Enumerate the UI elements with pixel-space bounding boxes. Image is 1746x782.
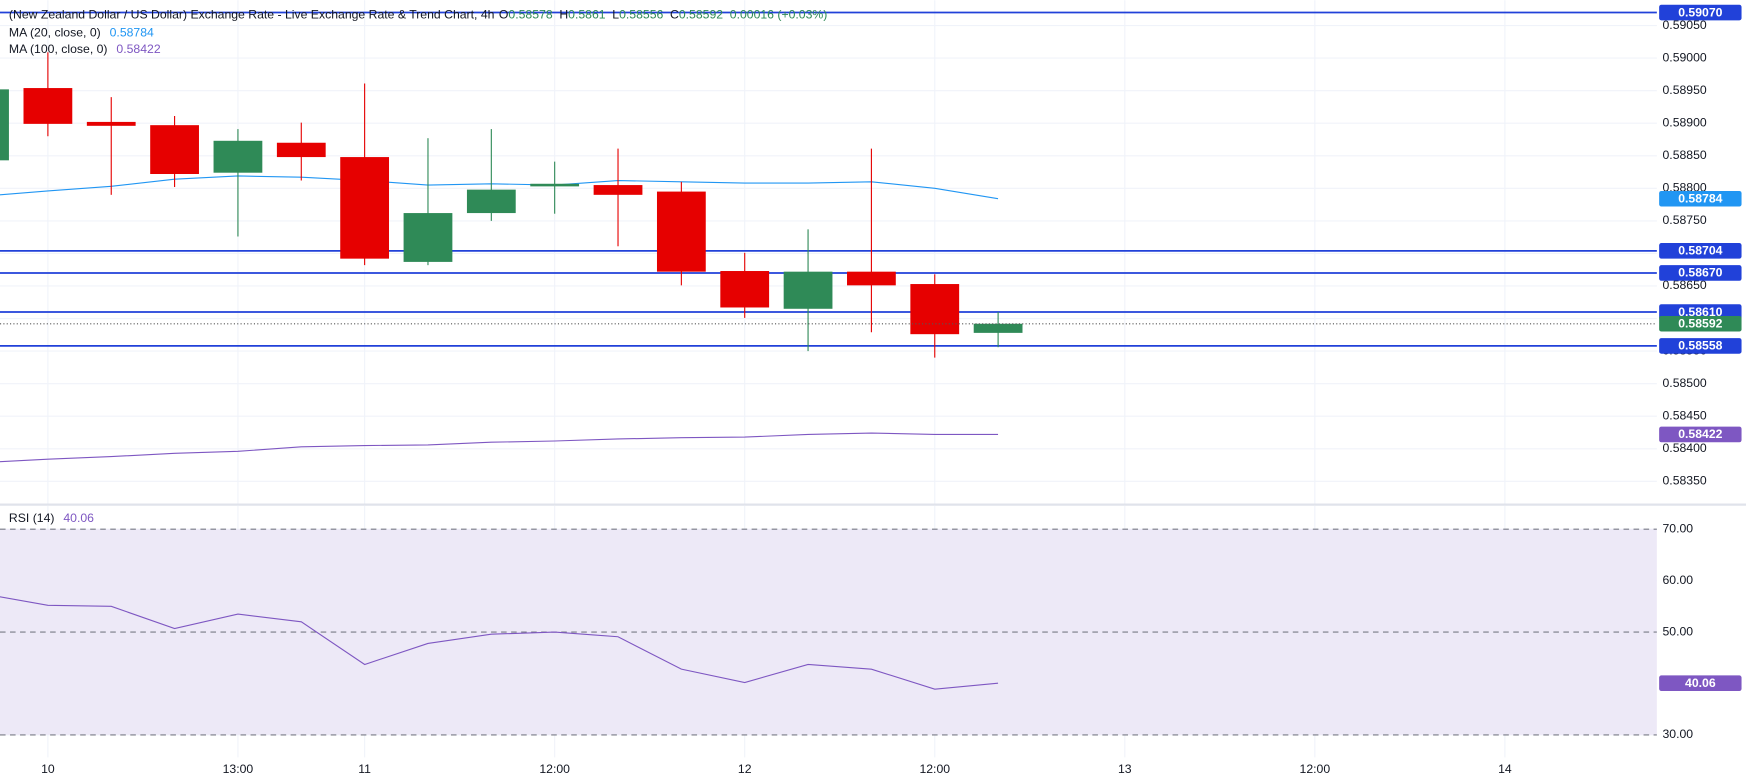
y-tick-label: 0.58400 [1662,441,1706,455]
y-tick-label: 0.59000 [1662,50,1706,64]
legend-value: 0.58784 [110,26,154,40]
ohlc-letter: H [559,8,568,22]
moving-average-badge [1659,190,1742,207]
ohlc-letter: O [499,8,509,22]
y-tick-label: 60.00 [1662,573,1693,587]
y-tick-label: 0.58350 [1662,474,1706,488]
legend-name: MA (20, close, 0) [9,26,101,40]
y-tick-label: 0.58900 [1662,115,1706,129]
ohlc-value: 0.58556 [619,8,663,22]
candle-body [150,125,199,175]
candle-body [973,323,1023,333]
y-tick-label: 0.58500 [1662,376,1706,390]
legend-value: 0.58422 [116,42,160,56]
x-tick-label: 12:00 [1300,762,1331,776]
moving-average-badge-label: 0.58422 [1678,427,1722,441]
candle-body [656,191,706,272]
overlay: 0.590500.590000.589500.589000.588500.588… [9,4,1742,776]
legend-entry: MA (100, close, 0) 0.58422 [9,42,161,56]
level-badge [1659,243,1742,259]
x-tick-label: 10 [41,762,55,776]
moving-average-badge [1659,426,1742,443]
level-badge-label: 0.58558 [1678,339,1722,353]
candle-body [847,271,896,286]
candle-body [783,271,833,309]
level-badge [1659,304,1742,320]
legend-entry: MA (20, close, 0) 0.58784 [9,26,154,40]
rsi-badge [1659,675,1742,692]
moving-average-badge-label: 0.58784 [1678,192,1722,206]
ohlc-value: 0.5861 [568,8,606,22]
x-tick-label: 14 [1498,762,1512,776]
chart-title: (New Zealand Dollar / US Dollar) Exchang… [9,8,495,22]
ohlc-letter: C [670,8,679,22]
level-badge [1659,338,1742,354]
ohlc-value: 0.58592 [679,8,723,22]
y-tick-label: 30.00 [1662,727,1693,741]
legend-entry: RSI (14) 40.06 [9,511,94,525]
candle-body [720,271,770,308]
level-badge-label: 0.58610 [1678,305,1722,319]
legend-name: RSI (14) [9,511,55,525]
candle-body [466,189,516,214]
candle-body [910,284,960,335]
price-change: 0.00016 (+0.03%) [730,8,828,22]
level-badge-label: 0.58670 [1678,266,1722,280]
level-badge [1659,265,1742,281]
last-price-badge-label: 0.58592 [1678,317,1722,331]
last-price-badge [1659,315,1742,332]
candle-body [340,157,390,259]
y-tick-label: 0.58950 [1662,83,1706,97]
candle-body [403,213,453,262]
y-tick-label: 70.00 [1662,521,1693,535]
level-badge-label: 0.59070 [1678,5,1722,19]
candle-body [530,183,580,187]
x-tick-label: 12 [738,762,752,776]
y-tick-label: 0.58650 [1662,278,1706,292]
candle-body [213,140,263,173]
candle-body [276,142,326,158]
legend-value: 40.06 [63,511,94,525]
moving-average-line [0,432,999,463]
level-badge-label: 0.58704 [1678,244,1722,258]
ohlc-value: 0.58578 [508,8,552,22]
rsi-line [0,596,999,690]
level-badge [1659,4,1742,21]
x-tick-label: 13 [1118,762,1132,776]
rsi-badge-label: 40.06 [1685,676,1716,690]
candle-body [593,185,643,195]
candle-body [0,89,9,161]
y-tick-label: 0.58850 [1662,148,1706,162]
legend-name: MA (100, close, 0) [9,42,108,56]
x-tick-label: 12:00 [539,762,570,776]
y-tick-label: 0.59050 [1662,18,1706,32]
chart-header: (New Zealand Dollar / US Dollar) Exchang… [9,8,827,22]
y-tick-label: 0.58750 [1662,213,1706,227]
plot-area [0,0,1657,758]
y-tick-label: 50.00 [1662,624,1693,638]
x-tick-label: 11 [358,762,371,776]
candle-body [23,88,73,124]
candle-body [86,121,136,126]
x-tick-label: 13:00 [223,762,254,776]
y-tick-label: 0.58450 [1662,408,1706,422]
x-tick-label: 12:00 [919,762,950,776]
ohlc-letter: L [612,8,619,22]
